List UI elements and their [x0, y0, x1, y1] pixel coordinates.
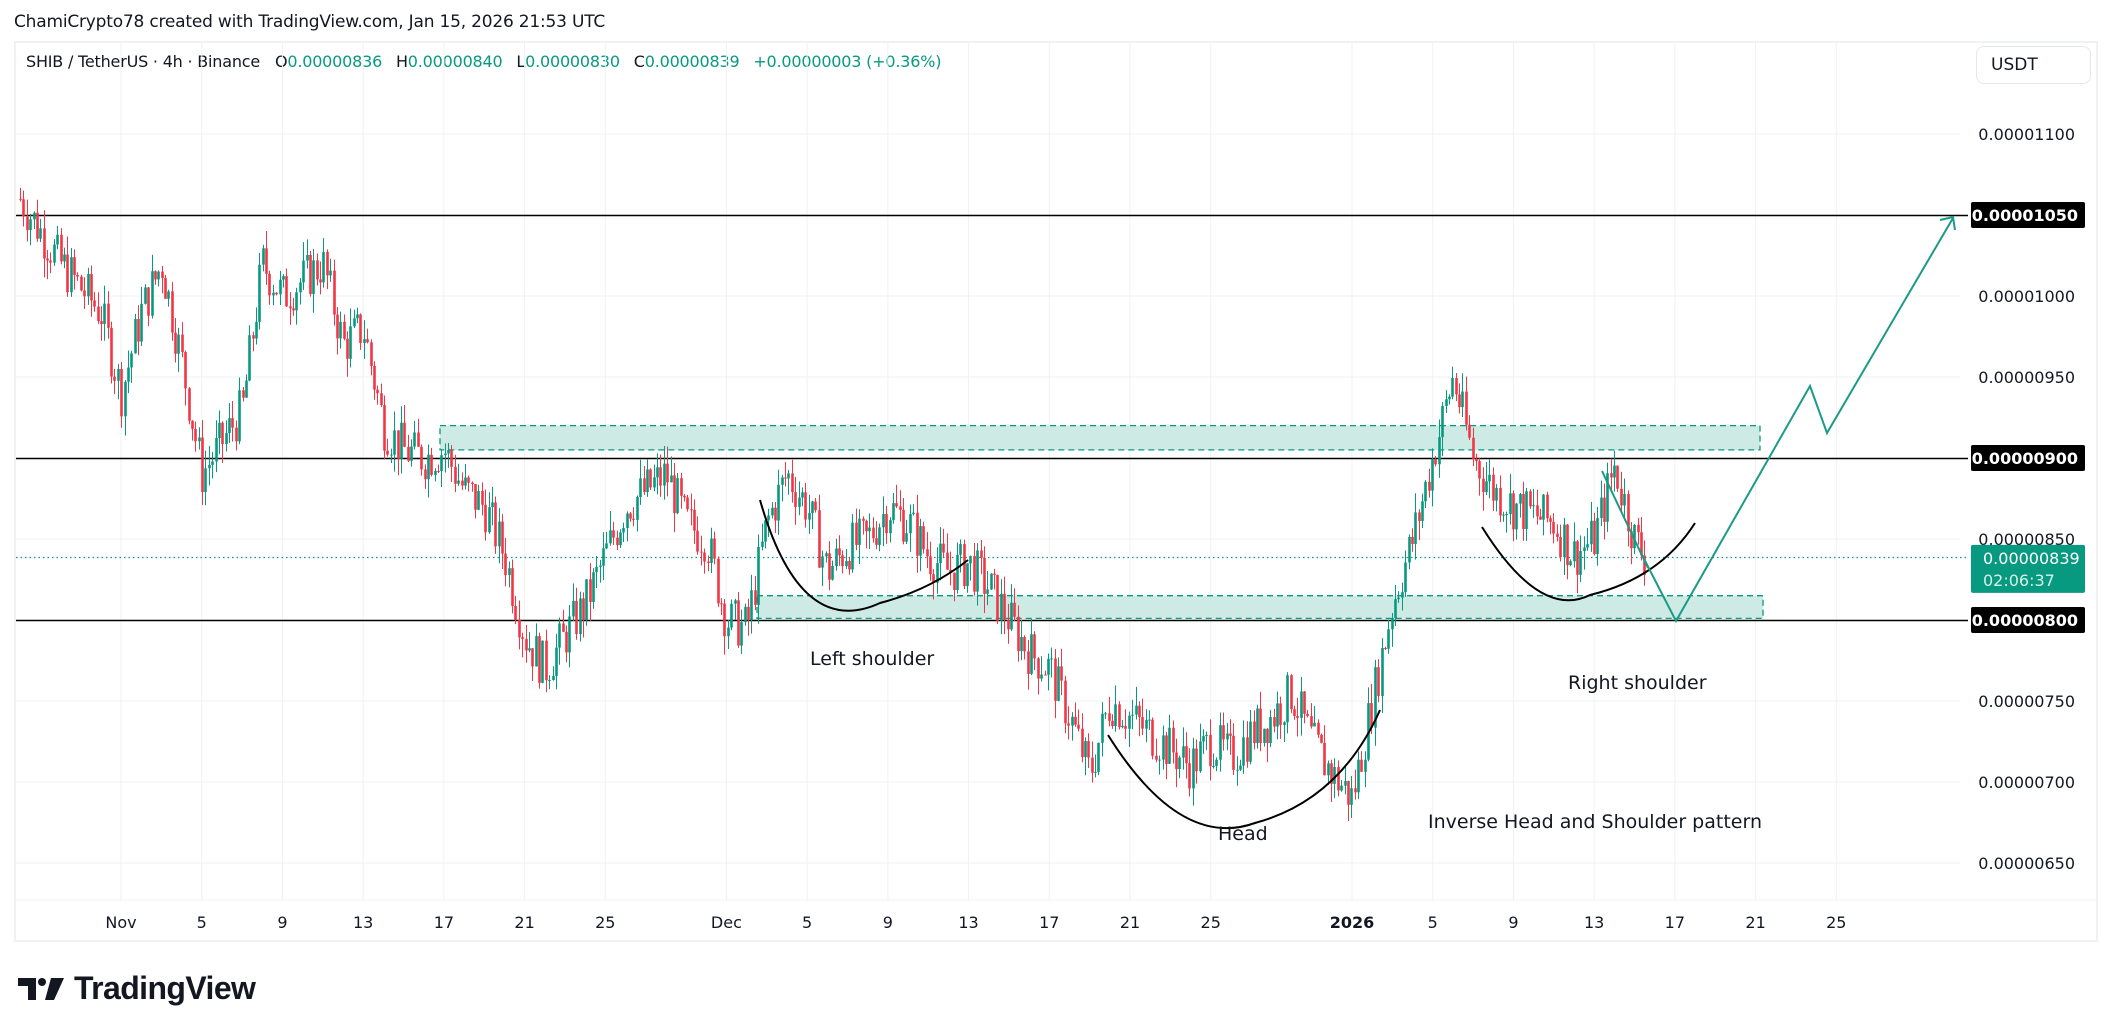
time-tick-label: Nov [105, 913, 136, 932]
currency-button[interactable]: USDT [1976, 46, 2091, 84]
price-tick-label: 0.00000950 [1978, 368, 2075, 387]
current-price-tag [1971, 544, 2085, 593]
price-tick-label: 0.00000700 [1978, 773, 2075, 792]
level-price-tag [1971, 607, 2085, 633]
time-tick-label: 2026 [1330, 913, 1375, 932]
time-tick-label: 5 [1428, 913, 1438, 932]
time-tick-label: 17 [1039, 913, 1059, 932]
svg-text:0.00000900: 0.00000900 [1972, 449, 2078, 468]
time-tick-label: 9 [883, 913, 893, 932]
time-tick-label: 21 [1120, 913, 1140, 932]
ohlc-open: O0.00000836 [274, 52, 383, 71]
support-zone[interactable] [756, 595, 1764, 620]
time-tick-label: 13 [353, 913, 373, 932]
annotation-label[interactable]: Head [1218, 823, 1268, 845]
svg-text:0.00000839: 0.00000839 [1983, 549, 2080, 568]
price-axis[interactable]: 0.00001100 0.00001000 0.00000950 0.00000850… [1971, 125, 2085, 873]
chart-frame [14, 41, 2098, 942]
time-tick-label: 25 [1826, 913, 1846, 932]
time-tick-label: 5 [802, 913, 812, 932]
arrowhead-icon [1939, 215, 1956, 231]
annotation-label[interactable]: Right shoulder [1568, 672, 1707, 694]
candles-layer [19, 187, 1646, 822]
right-shoulder-curve[interactable] [1481, 522, 1696, 602]
price-tick-label: 0.00000850 [1978, 530, 2075, 549]
levels-layer [16, 214, 1968, 622]
price-change: +0.00000003 (+0.36%) [753, 52, 942, 71]
time-tick-label: 25 [595, 913, 615, 932]
ohlc-low: L0.00000830 [516, 52, 620, 71]
time-tick-label: 21 [514, 913, 534, 932]
annotation-label[interactable]: Inverse Head and Shoulder pattern [1428, 811, 1762, 833]
tradingview-logo[interactable]: TradingView [18, 970, 256, 1007]
ohlc-high: H0.00000840 [395, 52, 503, 71]
time-tick-label: 9 [277, 913, 287, 932]
time-tick-label: 13 [1584, 913, 1604, 932]
time-tick-label: 9 [1508, 913, 1518, 932]
time-tick-label: 5 [197, 913, 207, 932]
time-axis[interactable]: Nov 5 9 13 17 21 25 Dec 5 9 13 17 21 25 2026 5 9 13 17 21 25 [105, 913, 1846, 932]
ohlc-close: C0.00000839 [633, 52, 740, 71]
price-tick-label: 0.00000650 [1978, 854, 2075, 873]
tradingview-logo-icon [18, 977, 64, 1000]
time-tick-label: 17 [1665, 913, 1685, 932]
time-tick-label: 21 [1745, 913, 1765, 932]
projection-arrow[interactable] [1639, 215, 1956, 624]
projection-path [1639, 217, 1954, 624]
annotations-layer: Left shoulder Head Right shoulder Inverse H… [810, 648, 1762, 845]
chart-attribution: ChamiCrypto78 created with TradingView.c… [14, 12, 606, 32]
price-tick-label: 0.00001000 [1978, 287, 2075, 306]
time-tick-label: 17 [434, 913, 454, 932]
annotation-label[interactable]: Left shoulder [810, 648, 934, 670]
logo-text: TradingView [74, 970, 256, 1006]
svg-text:0.00000800: 0.00000800 [1972, 611, 2078, 630]
svg-text:02:06:37: 02:06:37 [1983, 571, 2055, 590]
left-shoulder-curve[interactable] [759, 499, 969, 612]
level-price-tag [1971, 445, 2085, 471]
time-tick-label: 13 [958, 913, 978, 932]
head-curve[interactable] [1107, 709, 1381, 830]
svg-text:0.00001050: 0.00001050 [1972, 206, 2078, 225]
level-price-tag [1971, 202, 2085, 228]
price-tick-label: 0.00001100 [1978, 125, 2075, 144]
time-tick-label: Dec [711, 913, 742, 932]
chart-grid [16, 43, 2097, 901]
price-tick-label: 0.00000750 [1978, 692, 2075, 711]
time-tick-label: 25 [1201, 913, 1221, 932]
resistance-zone[interactable] [439, 424, 1761, 451]
